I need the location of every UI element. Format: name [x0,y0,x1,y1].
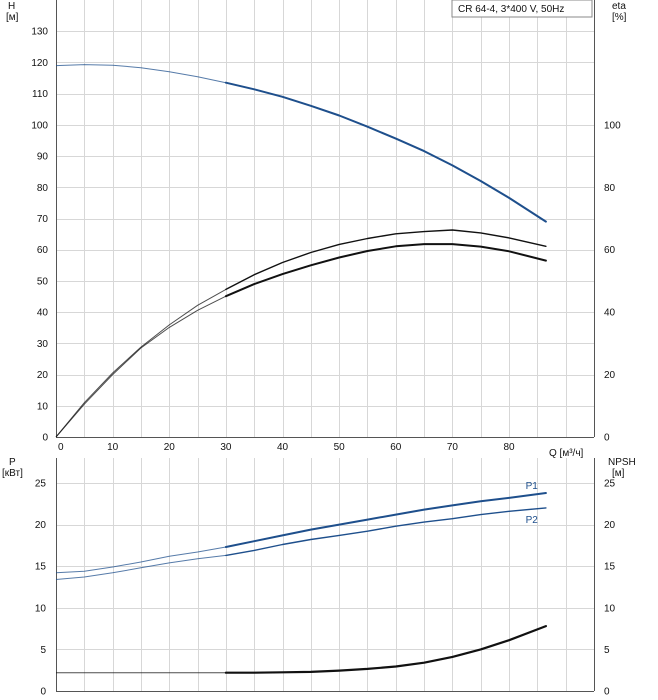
legend-label: CR 64-4, 3*400 V, 50Hz [458,4,564,15]
p2-series-line [225,507,547,557]
p-tick-label: 10 [35,603,47,614]
y2-axis-title-eta: eta [%] [612,1,629,23]
y2-axis-title-npsh: NPSH [м] [608,457,639,479]
y-tick-label: 50 [37,276,49,287]
y2-tick-label: 100 [604,120,621,131]
x-tick-label: 30 [220,442,232,453]
y-axis-title-power-line2: [кВт] [2,468,23,479]
p2-series-line-thin [55,554,226,580]
series-label-p1: P1 [526,481,539,492]
y2-tick-label: 60 [604,245,616,256]
npsh-tick-label: 20 [604,520,616,531]
npsh-tick-label: 25 [604,478,616,489]
efficiency-lower-series-line-thin [55,295,227,438]
y-tick-label: 70 [37,214,49,225]
p1-series-line [224,492,547,548]
bottom-chart-grid [56,458,595,692]
efficiency-lower-series-line [224,243,547,298]
y-tick-label: 120 [31,58,48,69]
x-tick-label: 40 [277,442,289,453]
y2-tick-label: 40 [604,308,616,319]
y2-axis-title-eta-line1: eta [612,1,626,12]
x-tick-label: 80 [503,442,515,453]
y-tick-label: 0 [42,433,48,444]
x-tick-label: 0 [58,442,64,453]
efficiency-upper-series-line [225,229,547,291]
y2-tick-label: 0 [604,433,610,444]
head-series-line-thin [55,64,227,84]
y-tick-label: 110 [32,89,48,100]
y-tick-label: 90 [37,152,49,163]
x-tick-label: 10 [107,442,119,453]
tick-labels: 0102030405060708090100110120130020406080… [31,27,621,698]
npsh-tick-label: 10 [604,603,616,614]
series-layer: P1 P2 [55,64,547,674]
npsh-tick-label: 15 [604,562,616,573]
p-tick-label: 15 [35,562,47,573]
y-axis-title-power: P [кВт] [2,457,23,479]
x-tick-label: 50 [334,442,346,453]
p-tick-label: 0 [40,687,46,698]
y-tick-label: 60 [37,245,49,256]
npsh-tick-label: 0 [604,687,610,698]
legend-box [451,0,593,18]
y-tick-label: 80 [37,183,49,194]
y-tick-label: 30 [37,339,49,350]
y-axis-title-head-line1: H [8,1,15,12]
y2-tick-label: 20 [604,370,616,381]
head-series-line [224,81,547,223]
y2-axis-title-npsh-line1: NPSH [608,457,636,468]
p-tick-label: 20 [35,520,47,531]
npsh-tick-label: 5 [604,645,610,656]
y-axis-title-head: H [м] [6,1,19,23]
y-axis-title-power-line1: P [9,457,16,468]
y2-tick-label: 80 [604,183,616,194]
npsh-series-line [224,625,547,674]
x-axis-title: Q [м³/ч] [549,448,584,459]
y-tick-label: 20 [37,370,49,381]
x-tick-label: 60 [390,442,402,453]
y2-axis-title-npsh-line2: [м] [612,468,625,479]
y-tick-label: 100 [31,120,48,131]
series-label-p2: P2 [526,515,539,526]
p-tick-label: 5 [40,645,46,656]
efficiency-upper-series-line-thin [55,288,227,438]
y2-axis-title-eta-line2: [%] [612,12,627,23]
p-tick-label: 25 [35,478,47,489]
y-tick-label: 130 [31,27,48,38]
p1-series-line-thin [55,546,226,574]
top-chart-grid [56,0,595,438]
y-tick-label: 10 [37,401,49,412]
y-axis-title-head-line2: [м] [6,12,19,23]
x-tick-label: 70 [447,442,459,453]
x-tick-label: 20 [164,442,176,453]
y-tick-label: 40 [37,308,49,319]
